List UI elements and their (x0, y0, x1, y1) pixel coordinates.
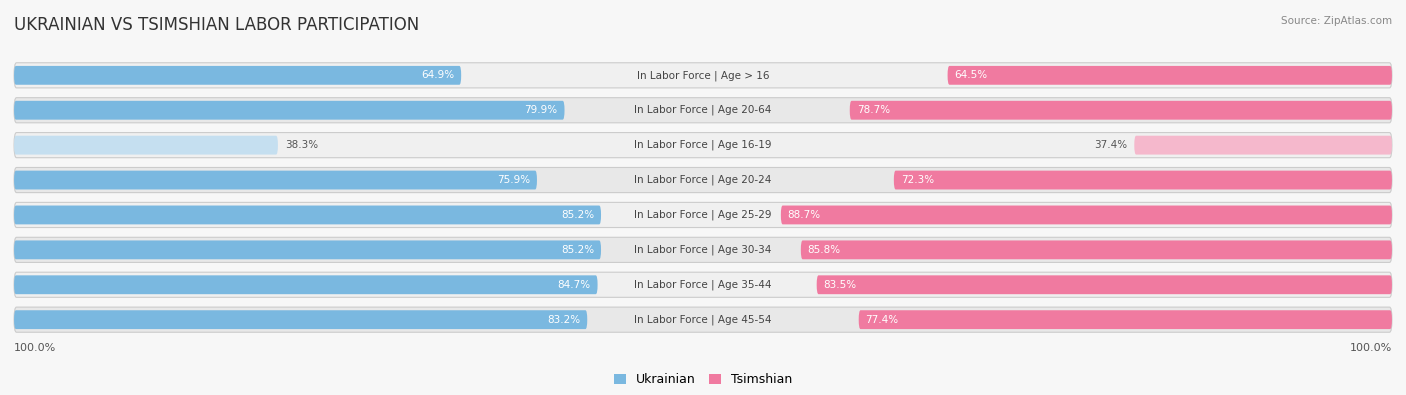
Text: In Labor Force | Age 20-64: In Labor Force | Age 20-64 (634, 105, 772, 115)
Text: 37.4%: 37.4% (1094, 140, 1128, 150)
FancyBboxPatch shape (14, 66, 461, 85)
FancyBboxPatch shape (948, 66, 1392, 85)
FancyBboxPatch shape (14, 237, 1392, 262)
FancyBboxPatch shape (14, 310, 588, 329)
FancyBboxPatch shape (894, 171, 1392, 190)
Text: 79.9%: 79.9% (524, 105, 558, 115)
Text: In Labor Force | Age 35-44: In Labor Force | Age 35-44 (634, 280, 772, 290)
FancyBboxPatch shape (780, 205, 1392, 224)
Text: 64.9%: 64.9% (422, 70, 454, 80)
Text: 78.7%: 78.7% (856, 105, 890, 115)
FancyBboxPatch shape (14, 272, 1392, 297)
Text: 83.5%: 83.5% (824, 280, 856, 290)
FancyBboxPatch shape (817, 275, 1392, 294)
Text: In Labor Force | Age 25-29: In Labor Force | Age 25-29 (634, 210, 772, 220)
Text: 88.7%: 88.7% (787, 210, 821, 220)
Legend: Ukrainian, Tsimshian: Ukrainian, Tsimshian (614, 373, 792, 386)
Text: In Labor Force | Age 16-19: In Labor Force | Age 16-19 (634, 140, 772, 150)
Text: 77.4%: 77.4% (866, 315, 898, 325)
Text: In Labor Force | Age 30-34: In Labor Force | Age 30-34 (634, 245, 772, 255)
FancyBboxPatch shape (849, 101, 1392, 120)
Text: Source: ZipAtlas.com: Source: ZipAtlas.com (1281, 16, 1392, 26)
Text: In Labor Force | Age 20-24: In Labor Force | Age 20-24 (634, 175, 772, 185)
FancyBboxPatch shape (14, 171, 537, 190)
Text: 85.2%: 85.2% (561, 210, 595, 220)
FancyBboxPatch shape (859, 310, 1392, 329)
Text: 72.3%: 72.3% (901, 175, 934, 185)
FancyBboxPatch shape (14, 275, 598, 294)
FancyBboxPatch shape (14, 202, 1392, 228)
FancyBboxPatch shape (14, 133, 1392, 158)
FancyBboxPatch shape (14, 205, 600, 224)
Text: UKRAINIAN VS TSIMSHIAN LABOR PARTICIPATION: UKRAINIAN VS TSIMSHIAN LABOR PARTICIPATI… (14, 16, 419, 34)
FancyBboxPatch shape (14, 63, 1392, 88)
Text: 83.2%: 83.2% (547, 315, 581, 325)
FancyBboxPatch shape (801, 241, 1392, 259)
FancyBboxPatch shape (14, 307, 1392, 332)
Text: 75.9%: 75.9% (496, 175, 530, 185)
FancyBboxPatch shape (14, 98, 1392, 123)
Text: 100.0%: 100.0% (1350, 342, 1392, 353)
FancyBboxPatch shape (14, 167, 1392, 193)
Text: In Labor Force | Age 45-54: In Labor Force | Age 45-54 (634, 314, 772, 325)
FancyBboxPatch shape (14, 241, 600, 259)
FancyBboxPatch shape (1135, 136, 1392, 154)
Text: 85.8%: 85.8% (807, 245, 841, 255)
Text: 38.3%: 38.3% (285, 140, 318, 150)
Text: 84.7%: 84.7% (558, 280, 591, 290)
Text: In Labor Force | Age > 16: In Labor Force | Age > 16 (637, 70, 769, 81)
FancyBboxPatch shape (14, 101, 565, 120)
FancyBboxPatch shape (14, 136, 278, 154)
Text: 100.0%: 100.0% (14, 342, 56, 353)
Text: 85.2%: 85.2% (561, 245, 595, 255)
Text: 64.5%: 64.5% (955, 70, 987, 80)
